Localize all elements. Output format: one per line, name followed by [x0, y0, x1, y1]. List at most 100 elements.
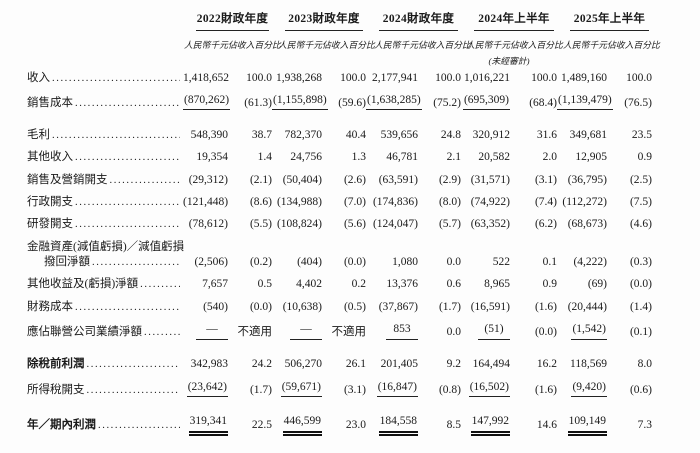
- cell-amount: 13,376: [366, 274, 418, 296]
- cell-value: (61.3): [244, 97, 272, 109]
- dot-leader: [52, 72, 180, 85]
- cell-value: (16,502): [468, 381, 510, 397]
- cell-amount: (74,922): [461, 191, 510, 213]
- year-group-h1-2024: 2024年上半年: [461, 8, 557, 31]
- cell-percent: (0.0): [228, 296, 272, 318]
- cell-amount: (16,591): [461, 296, 510, 318]
- cell-value: 446,599: [282, 415, 323, 437]
- year-group-label: 2023財政年度: [285, 10, 363, 31]
- cell-amount: (63,591): [366, 169, 418, 191]
- cell-percent: (1.7): [228, 376, 272, 401]
- cell-amount: 46,781: [366, 147, 418, 169]
- cell-amount: 1,080: [366, 254, 418, 274]
- cell-percent: 2.0: [510, 147, 557, 169]
- cell-value: —: [196, 323, 228, 340]
- cell-percent: (5.7): [418, 214, 461, 236]
- cell-value: (23,642): [186, 381, 228, 397]
- row-label: 毛利: [27, 128, 50, 141]
- cell-amount: 349,681: [557, 115, 607, 147]
- cell-percent: 不適用: [322, 319, 367, 344]
- cell-amount: 184,558: [366, 401, 419, 437]
- cell-value: (5.5): [249, 218, 272, 231]
- cell-percent: 7.3: [607, 401, 652, 437]
- row-label: 研發開支: [27, 218, 73, 231]
- income-statement-table: 2022財政年度 2023財政年度 2024財政年度 2024年上半年 2025…: [27, 8, 660, 437]
- cell-percent: (1.7): [418, 296, 461, 318]
- cell-value: 118,569: [570, 358, 607, 371]
- cell-value: 506,270: [284, 358, 322, 371]
- cell-value: (51): [478, 323, 510, 340]
- cell-amount: (37,867): [366, 296, 418, 318]
- cell-percent: (1.6): [510, 376, 557, 401]
- cell-amount: 539,656: [366, 115, 418, 147]
- cell-percent: (59.6): [322, 89, 366, 114]
- cell-amount: 320,912: [461, 115, 510, 147]
- cell-value: —: [290, 323, 322, 340]
- cell-value: 109,149: [567, 415, 608, 437]
- cell-value: 13,376: [386, 278, 418, 291]
- cell-percent: (8.0): [418, 191, 461, 213]
- row-label: 所得稅開支: [27, 383, 85, 396]
- cell-value: 147,992: [470, 415, 511, 437]
- cell-value: 19,354: [196, 151, 228, 164]
- cell-percent: (7.5): [607, 191, 652, 213]
- cell-amount: 118,569: [557, 344, 607, 376]
- cell-value: 8,965: [484, 278, 510, 291]
- cell-value: 24,756: [290, 151, 322, 164]
- cell-percent: (0.0): [510, 319, 557, 344]
- year-group-h1-2025: 2025年上半年: [557, 8, 652, 31]
- cell-value: (0.0): [629, 278, 652, 291]
- cell-value: 4,402: [296, 278, 322, 291]
- dot-leader: [52, 129, 180, 142]
- cell-percent: (3.1): [510, 169, 557, 191]
- cell-amount: 1,016,221: [461, 67, 510, 89]
- cell-value: 不適用: [331, 326, 367, 339]
- cell-value: 342,983: [190, 358, 228, 371]
- cell-percent: 100.0: [510, 67, 557, 89]
- cell-amount: (16,847): [366, 376, 418, 401]
- cell-value: 0.9: [637, 151, 652, 164]
- year-group-label: 2022財政年度: [196, 10, 269, 31]
- row-label: 金融資產(減值虧損)／減值虧損: [27, 240, 185, 253]
- cell-value: (0.0): [249, 300, 272, 313]
- cell-percent: 0.9: [510, 274, 557, 296]
- cell-value: 1.3: [351, 151, 366, 164]
- year-header-row: 2022財政年度 2023財政年度 2024財政年度 2024年上半年 2025…: [27, 8, 652, 31]
- cell-percent: (76.5): [607, 89, 652, 114]
- cell-value: (7.4): [534, 196, 557, 209]
- cell-value: 0.1: [542, 256, 557, 269]
- cell-percent: 22.5: [228, 401, 272, 437]
- cell-value: 1,016,221: [464, 71, 510, 84]
- cell-percent: 0.5: [228, 274, 272, 296]
- cell-percent: 31.6: [510, 115, 557, 147]
- cell-value: (6.2): [534, 218, 557, 231]
- cell-percent: (2.6): [322, 169, 366, 191]
- cell-amount: (23,642): [183, 376, 228, 401]
- cell-percent: (4.6): [607, 214, 652, 236]
- cell-value: (1.7): [249, 383, 272, 396]
- dot-leader: [110, 174, 181, 187]
- cell-value: (1,139,479): [557, 94, 613, 111]
- cell-value: 40.4: [345, 128, 366, 141]
- cell-amount: 782,370: [272, 115, 322, 147]
- cell-amount: (134,988): [272, 191, 322, 213]
- cell-value: 12,905: [575, 151, 607, 164]
- cell-value: (20,444): [567, 300, 607, 313]
- cell-value: (75.2): [433, 97, 461, 109]
- cell-value: (112,272): [562, 196, 607, 209]
- cell-amount: (1,139,479): [557, 89, 613, 114]
- cell-amount: 8,965: [461, 274, 510, 296]
- cell-value: (1,155,898): [272, 94, 328, 111]
- cell-percent: 100.0: [418, 67, 461, 89]
- cell-value: 0.6: [446, 278, 461, 291]
- cell-value: 23.5: [631, 128, 652, 141]
- row-label: 其他收益及(虧損)淨額: [27, 278, 139, 291]
- cell-percent: 8.5: [418, 401, 461, 437]
- cell-amount: 2,177,941: [366, 67, 418, 89]
- table-row: 所得稅開支 (23,642) (1.7) (59,671) (3.1) (16,847) (…: [27, 376, 652, 401]
- cell-percent: 40.4: [322, 115, 366, 147]
- cell-value: (68.4): [529, 97, 557, 109]
- cell-percent: 23.0: [322, 401, 366, 437]
- cell-value: (121,448): [183, 196, 229, 209]
